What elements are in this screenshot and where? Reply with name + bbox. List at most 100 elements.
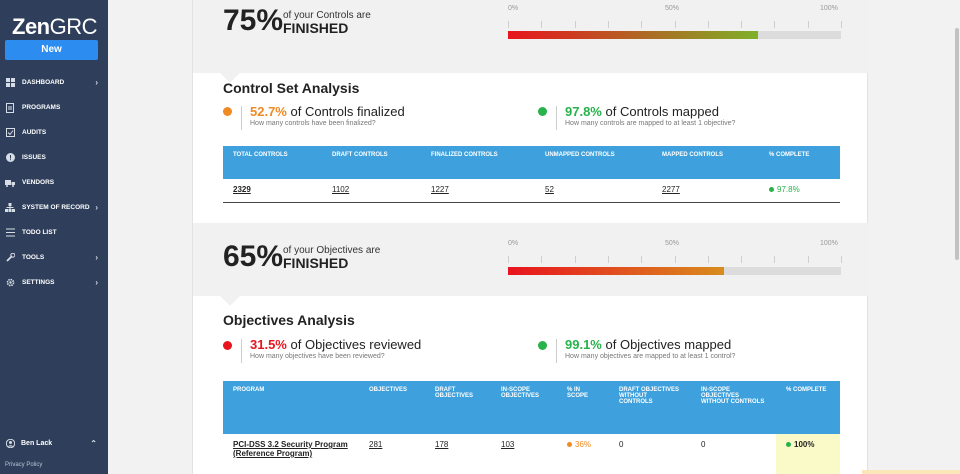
progress-tick: [774, 256, 776, 263]
sidebar-item-label: ISSUES: [22, 154, 46, 161]
page-scrollbar[interactable]: [955, 28, 959, 260]
metric-value: 97.8%: [565, 104, 602, 119]
metric-subtext: How many objectives are mapped to at lea…: [565, 353, 736, 360]
metric-subtext: How many controls have been finalized?: [250, 120, 376, 127]
table-row: 2329 1102 1227 52 2277 97.8%: [223, 179, 840, 203]
percent-in-scope-value: 36%: [575, 440, 592, 449]
col-finalized-controls[interactable]: FINALIZED CONTROLS: [421, 146, 535, 179]
new-button[interactable]: New: [5, 40, 98, 60]
sidebar-item-dashboard[interactable]: DASHBOARD ›: [0, 70, 108, 95]
controls-progress-fill: [508, 31, 758, 39]
objectives-progress-banner: 65% of your Objectives are FINISHED 0% 5…: [193, 223, 869, 306]
notification-strip[interactable]: [862, 470, 960, 474]
status-dot-green: [538, 341, 547, 350]
progress-tick: [741, 21, 743, 28]
progress-tick: [774, 21, 776, 28]
progress-tick: [641, 21, 643, 28]
sidebar-item-label: TOOLS: [22, 254, 45, 261]
col-draft-objectives-without-controls[interactable]: DRAFT OBJECTIVES WITHOUT CONTROLS: [609, 381, 691, 434]
col-total-controls[interactable]: TOTAL CONTROLS: [223, 146, 322, 179]
col-draft-objectives[interactable]: DRAFT OBJECTIVES: [425, 381, 491, 434]
metric-divider: [556, 106, 557, 130]
sidebar-item-system-of-record[interactable]: SYSTEM OF RECORD ›: [0, 195, 108, 220]
col-mapped-controls[interactable]: MAPPED CONTROLS: [652, 146, 759, 179]
percent-complete-value: 97.8%: [777, 185, 800, 194]
progress-tick: [508, 256, 509, 263]
banner-caret: [220, 286, 240, 306]
col-in-scope-objectives-without-controls[interactable]: IN-SCOPE OBJECTIVES WITHOUT CONTROLS: [691, 381, 776, 434]
sidebar-item-issues[interactable]: ISSUES: [0, 145, 108, 170]
sidebar-item-tools[interactable]: TOOLS ›: [0, 245, 108, 270]
zengrc-logo[interactable]: ZenGRC: [12, 14, 98, 39]
draft-without-controls-value: 0: [619, 440, 624, 449]
sidebar-item-label: DASHBOARD: [22, 79, 65, 86]
unmapped-controls-link[interactable]: 52: [545, 185, 554, 194]
privacy-policy-link[interactable]: Privacy Policy: [5, 462, 43, 468]
controls-progress-bar: [508, 31, 841, 39]
col-in-scope-objectives[interactable]: IN-SCOPE OBJECTIVES: [491, 381, 557, 434]
scale-label-100: 100%: [820, 5, 838, 12]
draft-objectives-link[interactable]: 178: [435, 440, 449, 449]
progress-tick: [674, 256, 676, 263]
status-dot-red: [223, 341, 232, 350]
in-scope-objectives-link[interactable]: 103: [501, 440, 515, 449]
controls-progress-banner: 75% of your Controls are FINISHED 0% 50%…: [193, 0, 869, 83]
col-percent-complete[interactable]: % COMPLETE: [759, 146, 840, 179]
metric-text: of Controls mapped: [605, 104, 719, 119]
progress-tick: [674, 21, 676, 28]
progress-tick: [574, 256, 576, 263]
chevron-up-icon: ⌃: [90, 438, 97, 448]
metric-value: 99.1%: [565, 337, 602, 352]
scale-label-0: 0%: [508, 5, 519, 12]
user-avatar-icon: [5, 438, 15, 448]
progress-tick: [574, 21, 576, 28]
progress-tick: [807, 256, 809, 263]
col-draft-controls[interactable]: DRAFT CONTROLS: [322, 146, 421, 179]
gear-icon: [5, 278, 15, 288]
progress-tick: [541, 21, 543, 28]
metric-headline: 52.7% of Controls finalized: [250, 104, 405, 119]
metric-headline: 97.8% of Controls mapped: [565, 104, 719, 119]
metric-subtext: How many objectives have been reviewed?: [250, 353, 385, 360]
chevron-right-icon: ›: [95, 203, 98, 212]
metric-divider: [556, 339, 557, 363]
sidebar-item-label: VENDORS: [22, 179, 55, 186]
status-dot-green: [769, 187, 774, 193]
col-program[interactable]: PROGRAM: [223, 381, 359, 434]
scale-label-50: 50%: [665, 5, 680, 12]
controls-finished-line2: FINISHED: [283, 20, 349, 36]
objectives-finished-line2: FINISHED: [283, 255, 349, 271]
metric-value: 52.7%: [250, 104, 287, 119]
sidebar-item-audits[interactable]: AUDITS: [0, 120, 108, 145]
metric-text: of Controls finalized: [290, 104, 405, 119]
sidebar-item-programs[interactable]: PROGRAMS: [0, 95, 108, 120]
sidebar-item-settings[interactable]: SETTINGS ›: [0, 270, 108, 295]
scale-label-0: 0%: [508, 240, 519, 247]
metric-text: of Objectives mapped: [605, 337, 732, 352]
metric-headline: 99.1% of Objectives mapped: [565, 337, 731, 352]
sidebar-item-label: PROGRAMS: [22, 104, 61, 111]
col-percent-in-scope[interactable]: % IN SCOPE: [557, 381, 609, 434]
sidebar-item-vendors[interactable]: VENDORS: [0, 170, 108, 195]
document-icon: [5, 102, 15, 113]
truck-icon: [5, 178, 15, 188]
sidebar-item-label: SYSTEM OF RECORD: [22, 204, 90, 211]
in-scope-without-controls-value: 0: [701, 440, 706, 449]
program-link[interactable]: PCI-DSS 3.2 Security Program (Reference …: [233, 440, 348, 458]
draft-controls-link[interactable]: 1102: [332, 185, 350, 194]
metric-divider: [241, 339, 242, 363]
sidebar-item-todo-list[interactable]: TODO LIST: [0, 220, 108, 245]
col-unmapped-controls[interactable]: UNMAPPED CONTROLS: [535, 146, 652, 179]
mapped-controls-link[interactable]: 2277: [662, 185, 680, 194]
status-dot-green: [538, 107, 547, 116]
finalized-controls-link[interactable]: 1227: [431, 185, 449, 194]
col-percent-complete[interactable]: % COMPLETE: [776, 381, 840, 434]
metric-headline: 31.5% of Objectives reviewed: [250, 337, 421, 352]
main-content: 75% of your Controls are FINISHED 0% 50%…: [192, 0, 869, 474]
progress-tick: [841, 256, 842, 263]
user-menu[interactable]: Ben Lack ⌃: [5, 436, 105, 450]
objectives-finished-line1: of your Objectives are: [283, 245, 381, 256]
objectives-link[interactable]: 281: [369, 440, 383, 449]
col-objectives[interactable]: OBJECTIVES: [359, 381, 425, 434]
total-controls-link[interactable]: 2329: [233, 185, 251, 194]
